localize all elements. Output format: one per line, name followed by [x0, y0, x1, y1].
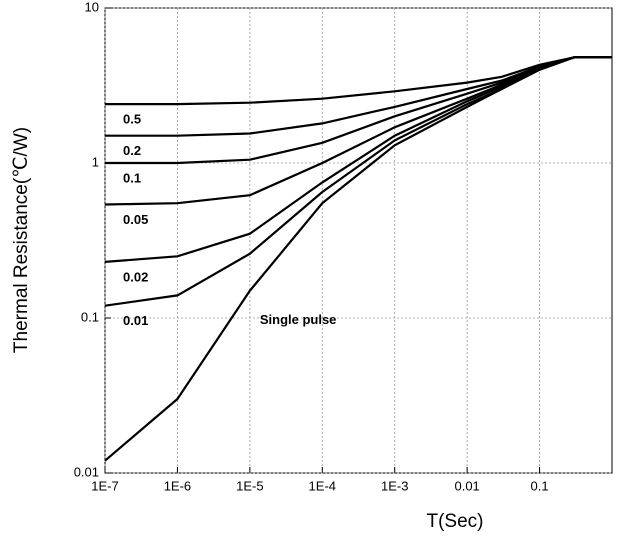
x-tick-label: 1E-3 — [381, 478, 408, 493]
series-label: 0.01 — [123, 313, 148, 328]
curve — [104, 56, 612, 263]
series-label: 0.05 — [123, 212, 148, 227]
x-axis-label: T(Sec) — [427, 511, 484, 532]
series-label: Single pulse — [260, 312, 337, 327]
series-label: 0.1 — [123, 170, 141, 185]
y-axis-label: Thermal Resistance(℃/W) — [11, 127, 32, 353]
y-tick-label: 10 — [85, 0, 99, 14]
x-tick-label: 0.01 — [454, 478, 479, 493]
plot-frame — [104, 7, 613, 474]
x-tick-label: 0.1 — [531, 478, 549, 493]
curve — [105, 56, 612, 106]
y-tick-label: 0.01 — [74, 464, 99, 479]
y-tick-label: 0.1 — [81, 309, 99, 324]
x-tick-label: 1E-4 — [309, 478, 336, 493]
series-label: 0.5 — [123, 112, 141, 127]
curve — [104, 56, 612, 462]
x-tick-label: 1E-6 — [164, 478, 191, 493]
series-label: 0.2 — [123, 143, 141, 158]
curve — [104, 56, 612, 206]
curve — [105, 56, 612, 165]
x-tick-label: 1E-7 — [91, 478, 118, 493]
y-tick-label: 1 — [92, 154, 99, 169]
x-tick-label: 1E-5 — [236, 478, 263, 493]
series-label: 0.02 — [123, 269, 148, 284]
